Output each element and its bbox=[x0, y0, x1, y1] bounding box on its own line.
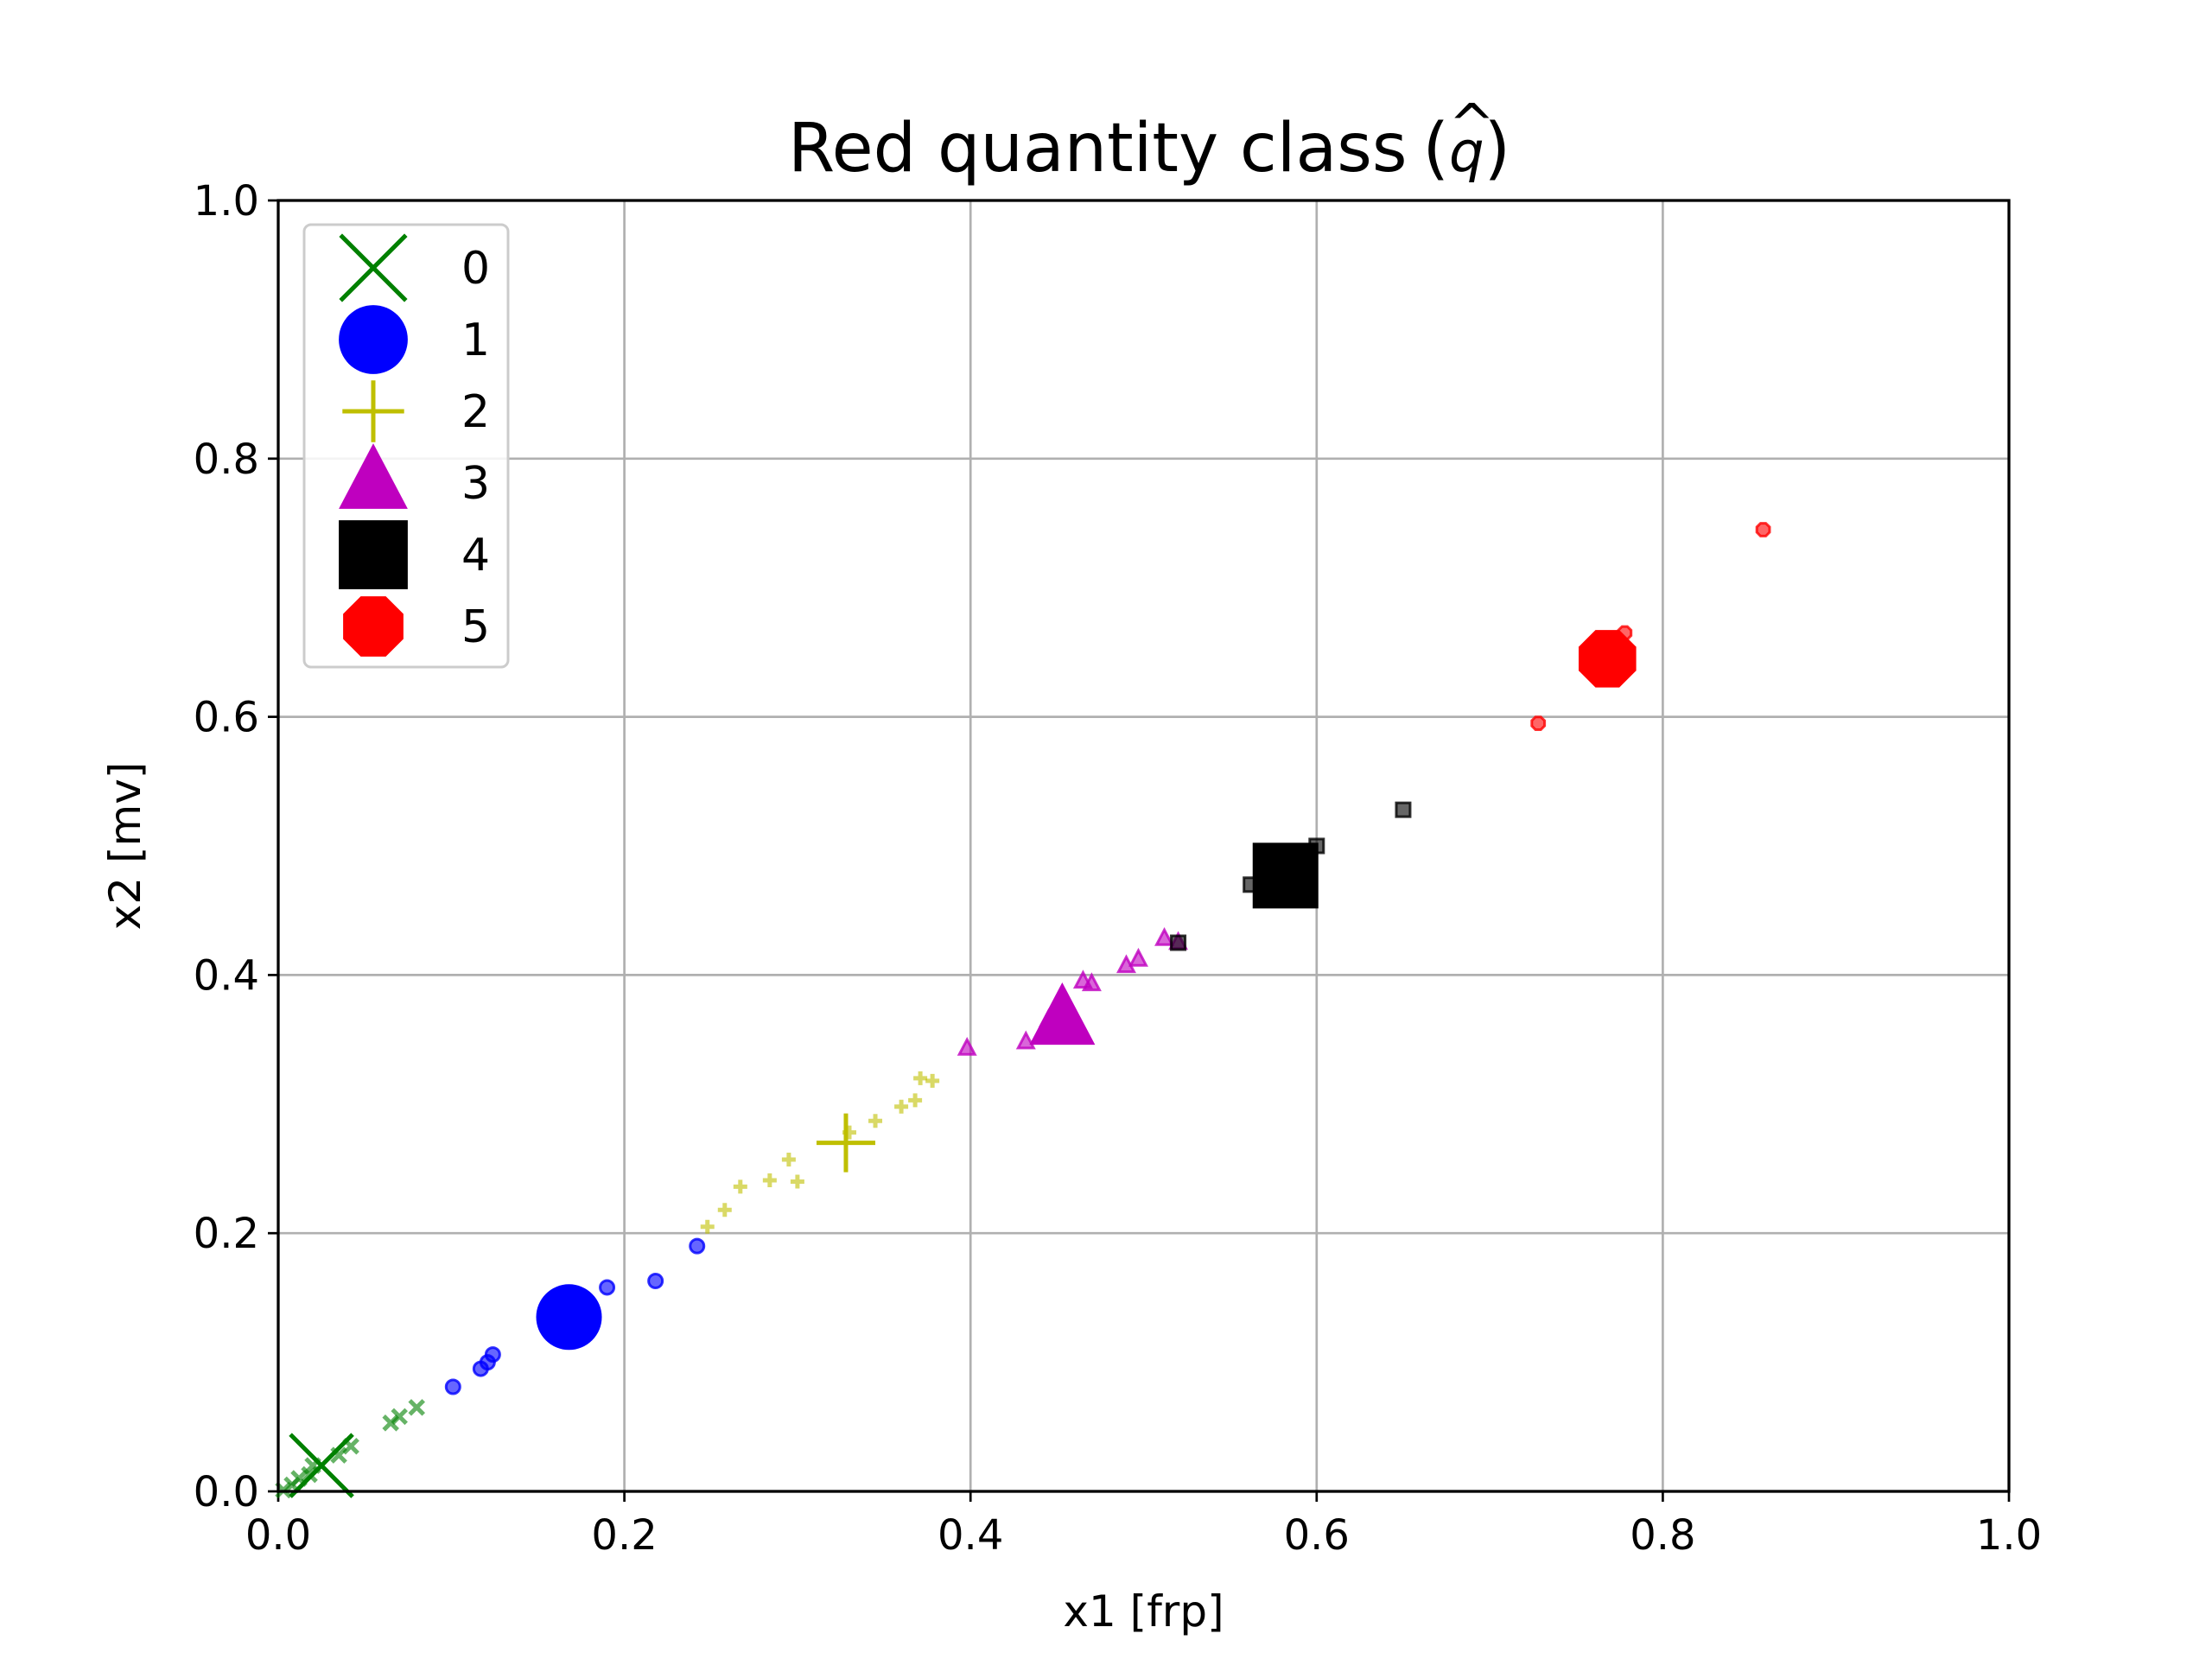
x-tick-label: 1.0 bbox=[1976, 1511, 2042, 1560]
legend-item-4: 4 bbox=[339, 520, 490, 589]
centroid-marker bbox=[816, 1113, 875, 1173]
centroid-marker bbox=[1252, 842, 1319, 909]
data-point bbox=[700, 1219, 715, 1234]
x-tick-label: 0.2 bbox=[591, 1511, 657, 1560]
data-point bbox=[599, 1279, 616, 1296]
series-1 bbox=[444, 1237, 706, 1395]
grid-lines bbox=[276, 199, 2011, 1493]
data-point bbox=[913, 1071, 928, 1085]
y-tick-label: 0.2 bbox=[194, 1210, 259, 1258]
data-point bbox=[1755, 522, 1771, 537]
axis-ticks: 0.0 0.2 0.4 0.6 0.8 1.0 0.0 0.2 0.4 0.6 0.8 1.0 bbox=[194, 177, 2043, 1560]
axes-frame bbox=[276, 199, 2011, 1493]
legend-label: 5 bbox=[461, 601, 490, 653]
y-tick-label: 0.6 bbox=[194, 694, 259, 742]
legend-marker bbox=[342, 380, 404, 442]
y-tick-label: 1.0 bbox=[194, 177, 259, 226]
chart-title-text: Red quantity class bbox=[788, 110, 1408, 188]
chart-title: Red quantity class (q) bbox=[788, 110, 1510, 188]
y-axis-label: x2 [mv] bbox=[100, 762, 150, 931]
centroid-marker bbox=[1029, 982, 1096, 1046]
legend-marker bbox=[339, 233, 408, 302]
x-tick-label: 0.0 bbox=[245, 1511, 311, 1560]
legend-label: 1 bbox=[461, 315, 490, 366]
centroid-0 bbox=[289, 1433, 354, 1498]
data-point bbox=[647, 1272, 664, 1289]
legend-marker bbox=[343, 596, 404, 657]
y-tick-label: 0.8 bbox=[194, 435, 259, 484]
series-2 bbox=[700, 1071, 940, 1234]
centroid-marker bbox=[289, 1433, 354, 1498]
series-5 bbox=[1530, 522, 1771, 731]
data-point bbox=[301, 1465, 318, 1484]
legend-marker bbox=[339, 443, 408, 509]
y-tick-label: 0.0 bbox=[194, 1468, 259, 1516]
centroid-marker bbox=[1579, 630, 1637, 688]
legend-marker bbox=[339, 305, 408, 374]
legend-item-3: 3 bbox=[339, 443, 490, 510]
legend-item-1: 1 bbox=[339, 305, 490, 374]
data-point bbox=[391, 1408, 408, 1426]
x-tick-label: 0.6 bbox=[1284, 1511, 1350, 1560]
centroid-1 bbox=[536, 1284, 602, 1351]
data-point bbox=[733, 1179, 747, 1194]
legend-label: 3 bbox=[461, 458, 490, 510]
data-point bbox=[762, 1173, 777, 1187]
data-point bbox=[908, 1093, 923, 1108]
x-axis-label: x1 [frp] bbox=[1063, 1586, 1224, 1637]
data-point bbox=[1081, 972, 1102, 992]
legend-item-2: 2 bbox=[342, 380, 490, 442]
chart-title-symbol: q bbox=[1449, 121, 1484, 185]
legend-item-5: 5 bbox=[343, 596, 490, 657]
data-point bbox=[868, 1114, 883, 1128]
data-point bbox=[408, 1399, 426, 1416]
plot-area bbox=[275, 522, 1771, 1499]
data-point bbox=[484, 1346, 501, 1363]
data-point bbox=[689, 1237, 706, 1255]
legend-item-0: 0 bbox=[339, 233, 490, 302]
x-tick-label: 0.4 bbox=[938, 1511, 1003, 1560]
centroid-3 bbox=[1029, 982, 1096, 1046]
data-point bbox=[781, 1153, 796, 1167]
chart-title-accent: ^ bbox=[1448, 93, 1495, 157]
data-point bbox=[444, 1378, 461, 1395]
centroid-2 bbox=[816, 1113, 875, 1173]
data-point bbox=[1128, 947, 1148, 967]
data-point bbox=[957, 1036, 977, 1056]
legend-label: 0 bbox=[461, 243, 490, 295]
legend-label: 4 bbox=[461, 530, 490, 582]
legend-label: 2 bbox=[461, 386, 490, 438]
data-point bbox=[925, 1073, 940, 1088]
centroid-marker bbox=[536, 1284, 602, 1351]
centroid-4 bbox=[1252, 842, 1319, 909]
centroid-5 bbox=[1579, 630, 1637, 688]
data-point bbox=[1170, 934, 1187, 951]
legend: 0 1 2 3 4 5 bbox=[302, 223, 510, 669]
data-point bbox=[1530, 715, 1547, 731]
data-point bbox=[717, 1203, 732, 1217]
data-point bbox=[1154, 927, 1175, 946]
y-tick-label: 0.4 bbox=[194, 951, 259, 1000]
x-tick-label: 0.8 bbox=[1630, 1511, 1695, 1560]
data-point bbox=[894, 1099, 909, 1114]
data-point bbox=[790, 1174, 804, 1189]
series-0 bbox=[275, 1399, 426, 1499]
data-point bbox=[1395, 801, 1412, 818]
legend-marker bbox=[339, 520, 408, 589]
